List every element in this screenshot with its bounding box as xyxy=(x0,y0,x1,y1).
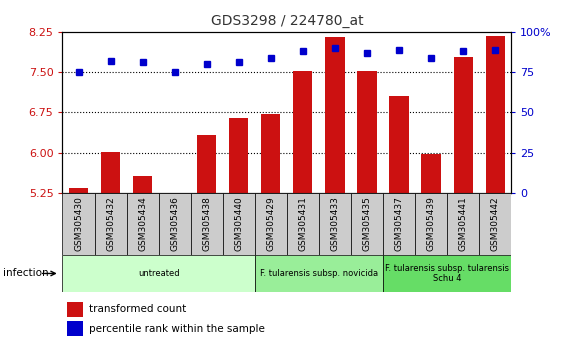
Text: GSM305435: GSM305435 xyxy=(362,196,371,251)
Text: F. tularensis subsp. tularensis
Schu 4: F. tularensis subsp. tularensis Schu 4 xyxy=(385,264,509,283)
Bar xyxy=(383,255,511,292)
Text: F. tularensis subsp. novicida: F. tularensis subsp. novicida xyxy=(260,269,378,278)
Bar xyxy=(287,193,319,255)
Text: GSM305439: GSM305439 xyxy=(427,196,436,251)
Text: GSM305437: GSM305437 xyxy=(395,196,403,251)
Text: GSM305438: GSM305438 xyxy=(202,196,211,251)
Text: percentile rank within the sample: percentile rank within the sample xyxy=(89,324,265,334)
Bar xyxy=(261,114,281,193)
Text: GSM305441: GSM305441 xyxy=(458,196,467,251)
Bar xyxy=(94,193,127,255)
Bar xyxy=(351,193,383,255)
Bar xyxy=(453,57,473,193)
Bar xyxy=(165,193,184,195)
Bar xyxy=(197,136,216,193)
Text: GSM305431: GSM305431 xyxy=(298,196,307,251)
Text: GSM305433: GSM305433 xyxy=(331,196,340,251)
Text: GSM305430: GSM305430 xyxy=(74,196,83,251)
Bar xyxy=(229,118,248,193)
Bar xyxy=(191,193,223,255)
Bar xyxy=(293,71,312,193)
Text: untreated: untreated xyxy=(138,269,179,278)
Bar xyxy=(67,321,83,336)
Bar xyxy=(69,188,88,193)
Bar xyxy=(127,193,158,255)
Text: GSM305436: GSM305436 xyxy=(170,196,179,251)
Bar xyxy=(158,193,191,255)
Bar xyxy=(255,193,287,255)
Text: GSM305440: GSM305440 xyxy=(234,196,243,251)
Bar xyxy=(67,302,83,316)
Text: transformed count: transformed count xyxy=(89,304,187,314)
Bar xyxy=(357,71,377,193)
Bar xyxy=(479,193,511,255)
Bar xyxy=(415,193,447,255)
Text: GSM305429: GSM305429 xyxy=(266,196,275,251)
Bar xyxy=(62,255,255,292)
Bar xyxy=(383,193,415,255)
Bar xyxy=(62,193,94,255)
Text: infection: infection xyxy=(3,268,48,279)
Bar xyxy=(325,37,345,193)
Bar xyxy=(101,152,120,193)
Bar xyxy=(421,154,441,193)
Bar xyxy=(133,176,152,193)
Bar xyxy=(255,255,383,292)
Text: GSM305434: GSM305434 xyxy=(138,196,147,251)
Bar xyxy=(486,36,505,193)
Text: GSM305442: GSM305442 xyxy=(491,196,500,251)
Title: GDS3298 / 224780_at: GDS3298 / 224780_at xyxy=(211,14,363,28)
Bar xyxy=(390,96,408,193)
Text: GSM305432: GSM305432 xyxy=(106,196,115,251)
Bar xyxy=(447,193,479,255)
Bar xyxy=(319,193,351,255)
Bar xyxy=(223,193,255,255)
